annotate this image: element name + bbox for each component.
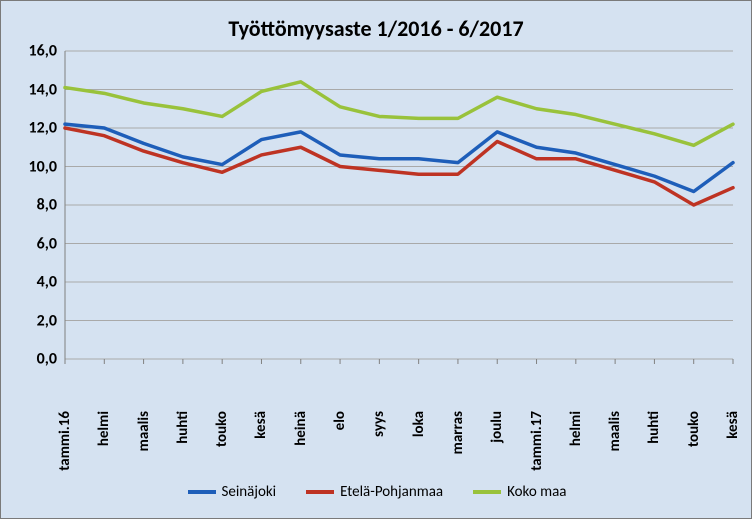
legend-swatch: [188, 490, 216, 494]
legend-item: Koko maa: [473, 483, 566, 501]
x-axis-labels: tammi.16helmimaalishuhtitoukokesäheinäel…: [1, 1, 752, 520]
legend-item: Seinäjoki: [188, 483, 277, 501]
chart-container: Työttömyysaste 1/2016 - 6/2017 0,02,04,0…: [0, 0, 752, 519]
legend-swatch: [473, 490, 501, 494]
legend-label: Koko maa: [507, 483, 566, 501]
legend-label: Etelä-Pohjanmaa: [340, 483, 443, 501]
legend-label: Seinäjoki: [222, 483, 277, 501]
plot-region: 0,02,04,06,08,010,012,014,016,0 tammi.16…: [1, 1, 752, 520]
legend-swatch: [306, 490, 334, 494]
legend: Seinäjoki Etelä-Pohjanmaa Koko maa: [1, 483, 752, 501]
legend-item: Etelä-Pohjanmaa: [306, 483, 443, 501]
